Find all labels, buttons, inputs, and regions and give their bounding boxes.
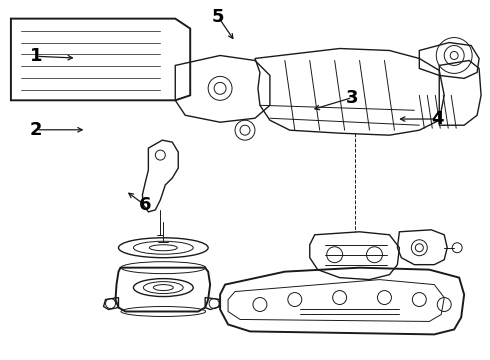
Text: 4: 4 [432,110,444,128]
Text: 5: 5 [212,8,224,26]
Text: 2: 2 [30,121,42,139]
Text: 6: 6 [139,196,151,214]
Text: 1: 1 [30,47,42,65]
Text: 3: 3 [346,89,359,107]
